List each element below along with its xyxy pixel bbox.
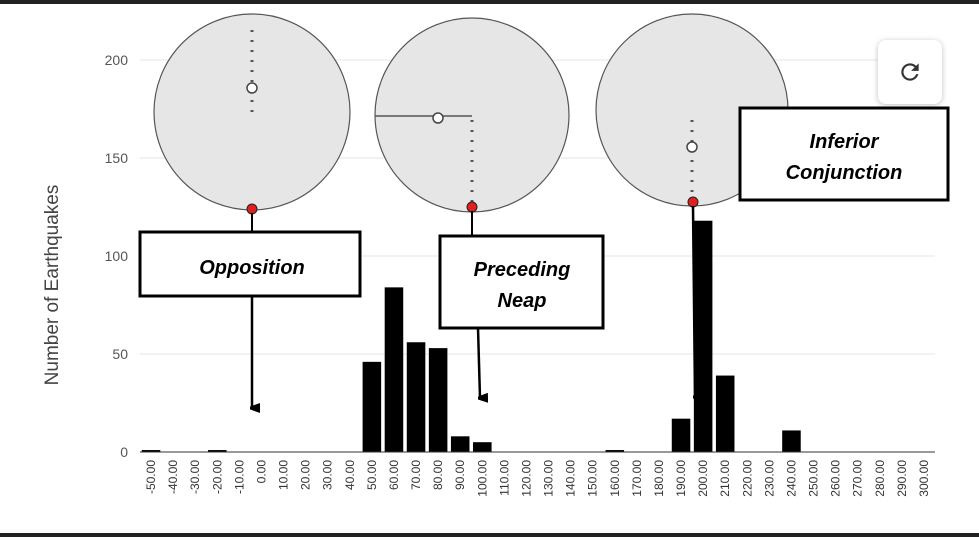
x-tick-label: 240.00 [784,460,798,497]
top-border [0,0,979,4]
preceding-neap-label-box [438,234,605,330]
x-tick-label: -20.00 [210,460,224,494]
opposition-label: Opposition [199,257,305,279]
y-tick-label: 150 [105,150,129,166]
bar [473,442,492,452]
planet-marker [687,196,699,208]
x-tick-label: 270.00 [851,460,865,497]
x-tick-label: 90.00 [453,460,467,490]
bar [671,418,691,452]
bar [208,450,227,452]
refresh-icon [901,63,919,81]
x-tick-label: 60.00 [387,460,401,490]
x-tick-label: 170.00 [630,460,644,497]
x-tick-label: 40.00 [343,460,357,490]
x-tick-label: 70.00 [409,460,423,490]
y-axis-ticks: 0 50 100 150 200 [105,52,129,460]
center-marker [246,82,258,94]
orbit-diagram-opposition [153,13,351,232]
bar [141,450,161,452]
x-tick-label: -40.00 [166,460,180,494]
x-tick-label: 30.00 [321,460,335,490]
orbit-circle [374,17,570,213]
inferior-conjunction-label-line2: Conjunction [786,162,903,184]
x-tick-label: 120.00 [519,460,533,497]
preceding-neap-arrow [476,327,480,398]
y-tick-label: 0 [120,444,128,460]
x-tick-label: 220.00 [740,460,754,497]
bar [715,375,735,452]
preceding-neap-label-line2: Neap [498,290,547,312]
x-tick-label: 200.00 [696,460,710,497]
x-tick-label: 300.00 [917,460,931,497]
bar [693,220,713,452]
x-tick-label: 290.00 [895,460,909,497]
bar [406,342,426,452]
inferior-conjunction-label-box [738,106,950,202]
x-tick-label: -50.00 [144,460,158,494]
x-tick-label: 100.00 [475,460,489,497]
x-tick-label: 110.00 [497,460,511,496]
x-tick-label: 160.00 [608,460,622,497]
x-tick-label: 250.00 [807,460,821,497]
x-tick-label: 260.00 [829,460,843,497]
y-tick-label: 50 [112,346,128,362]
x-tick-label: -30.00 [188,460,202,494]
planet-marker [246,203,258,215]
bottom-border [0,533,979,537]
preceding-neap-label-line1: Preceding [474,259,571,281]
x-tick-label: 50.00 [365,460,379,490]
x-tick-label: 280.00 [873,460,887,497]
planet-marker [466,201,478,213]
x-tick-label: 140.00 [564,460,578,497]
y-tick-label: 200 [105,52,129,68]
bar [782,430,801,452]
x-tick-label: -10.00 [232,460,246,494]
x-tick-label: 230.00 [762,460,776,497]
x-axis-ticks: -50.00 -40.00 -30.00 -20.00 -10.00 0.00 10.00 2… [144,460,931,497]
center-marker [686,141,698,153]
bar [428,348,448,452]
inferior-conjunction-label-line1: Inferior [810,131,880,153]
x-tick-label: 80.00 [431,460,445,490]
x-tick-label: 180.00 [652,460,666,497]
bars [141,220,801,452]
x-tick-label: 190.00 [674,460,688,497]
x-tick-label: 10.00 [277,460,291,490]
center-marker [432,112,444,124]
x-tick-label: 20.00 [299,460,313,490]
inferior-conjunction-arrow [691,205,695,397]
bar [450,436,470,452]
bar [362,361,382,452]
refresh-button[interactable] [878,40,942,104]
y-axis-label: Number of Earthquakes [42,185,63,386]
opposition-label-box [138,230,362,298]
x-tick-label: 150.00 [586,460,600,497]
bar [605,450,625,452]
y-tick-label: 100 [105,248,129,264]
x-tick-label: 210.00 [718,460,732,497]
x-tick-label: 130.00 [542,460,556,497]
orbit-diagram-preceding-neap [374,17,570,236]
bar [384,287,404,452]
x-tick-label: 0.00 [254,460,268,484]
